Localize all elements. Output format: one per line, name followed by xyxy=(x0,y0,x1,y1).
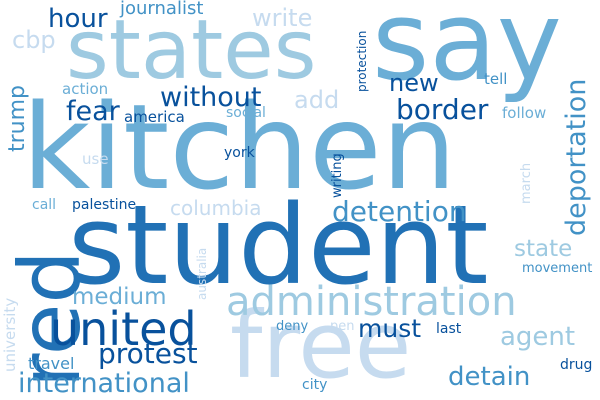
word-border: border xyxy=(396,93,489,126)
word-international: international xyxy=(18,368,190,399)
word-fear: fear xyxy=(66,96,120,127)
word-detain: detain xyxy=(448,362,531,392)
word-pen: pen xyxy=(330,319,355,334)
word-write: write xyxy=(252,4,313,32)
word-student: student xyxy=(68,181,489,309)
word-states: states xyxy=(66,3,317,98)
word-new: new xyxy=(389,69,439,97)
word-free: free xyxy=(230,292,412,399)
word-detention: detention xyxy=(332,195,467,228)
word-travel: travel xyxy=(28,354,75,373)
word-last: last xyxy=(436,321,462,337)
word-kitchen: kitchen xyxy=(22,78,457,216)
word-social: social xyxy=(226,105,266,121)
word-action: action xyxy=(62,80,109,98)
word-drug: drug xyxy=(560,357,593,373)
word-follow: follow xyxy=(502,104,547,122)
word-tell: tell xyxy=(484,70,508,88)
word-deny: deny xyxy=(276,319,309,334)
word-cbp: cbp xyxy=(12,26,56,54)
word-march: march xyxy=(519,162,534,204)
word-agent: agent xyxy=(500,322,576,352)
word-state: state xyxy=(514,236,573,262)
word-journalist: journalist xyxy=(120,0,204,19)
word-columbia: columbia xyxy=(170,196,262,220)
word-add: add xyxy=(294,86,340,114)
word-writing: writing xyxy=(330,153,345,198)
word-administration: administration xyxy=(226,279,517,325)
word-america: america xyxy=(124,108,185,126)
word-united: united xyxy=(50,302,197,356)
word-australia: australia xyxy=(195,247,209,300)
word-protection: protection xyxy=(355,30,369,92)
word-trump: trump xyxy=(5,84,30,152)
word-movement: movement xyxy=(522,261,593,276)
word-say: say xyxy=(372,0,562,105)
word-must: must xyxy=(358,314,422,343)
word-use: use xyxy=(82,150,109,168)
word-palestine: palestine xyxy=(72,197,137,213)
word-city: city xyxy=(302,377,328,393)
word-york: york xyxy=(224,145,255,161)
word-protest: protest xyxy=(98,337,198,370)
word-without: without xyxy=(160,82,262,113)
word-call: call xyxy=(32,197,57,213)
word-medium: medium xyxy=(72,284,167,310)
word-university: university xyxy=(1,297,19,372)
word-hour: hour xyxy=(48,4,108,34)
word-deportation: deportation xyxy=(561,78,592,236)
